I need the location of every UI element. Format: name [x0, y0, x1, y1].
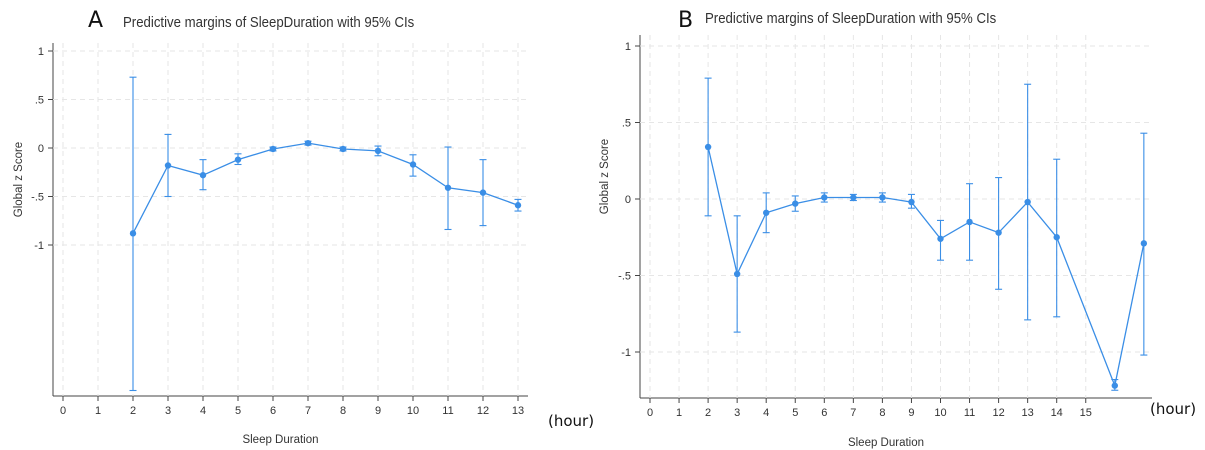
data-point	[1053, 234, 1060, 241]
x-tick-label: 9	[908, 407, 914, 419]
x-tick-label: 13	[512, 405, 524, 417]
x-tick-label: 8	[340, 405, 346, 417]
x-tick-label: 0	[60, 405, 66, 417]
x-tick-label: 5	[235, 405, 241, 417]
data-point	[479, 189, 487, 196]
data-point	[850, 194, 857, 201]
x-tick-label: 1	[676, 407, 682, 419]
chart-panel-a: A Predictive margins of SleepDuration wi…	[0, 0, 600, 450]
y-axis-title: Global z Score	[599, 139, 611, 214]
x-tick-label: 5	[792, 407, 798, 419]
data-point	[908, 198, 915, 206]
data-point	[821, 194, 828, 201]
series-line	[707, 146, 1145, 388]
y-tick-label: .5	[35, 95, 44, 107]
y-tick-label: -.5	[618, 271, 631, 283]
x-tick-label: 11	[964, 407, 975, 419]
x-tick-label: 3	[165, 405, 171, 417]
x-tick-label: 0	[647, 407, 653, 419]
y-tick-label: -.5	[31, 192, 44, 204]
data-point	[374, 147, 382, 155]
x-tick-label: 10	[934, 407, 946, 419]
chart-title: Predictive margins of SleepDuration with…	[123, 14, 415, 31]
y-tick-label: 1	[38, 46, 44, 58]
x-tick-label: 6	[270, 405, 276, 417]
x-tick-label: 4	[763, 407, 769, 419]
data-point	[1024, 198, 1031, 206]
y-tick-label: -1	[621, 347, 631, 359]
data-point	[409, 161, 417, 168]
x-tick-label: 2	[705, 407, 711, 419]
data-point	[164, 162, 172, 169]
data-point	[269, 145, 277, 153]
x-tick-label: 7	[305, 405, 311, 417]
data-point	[704, 143, 712, 151]
chart-panel-b: B Predictive margins of SleepDuration wi…	[599, 0, 1205, 450]
data-point	[234, 156, 242, 163]
data-point	[966, 218, 973, 226]
panel-label: A	[88, 8, 104, 33]
y-tick-label: 0	[625, 194, 631, 206]
x-tick-label: 7	[850, 407, 856, 419]
x-tick-label: 10	[407, 405, 419, 417]
data-point	[763, 209, 770, 216]
x-axis-unit-label: (hour)	[548, 412, 595, 430]
data-point	[304, 139, 312, 147]
y-tick-label: -1	[34, 240, 44, 252]
panel-label: B	[678, 8, 694, 33]
x-tick-label: 1	[95, 405, 101, 417]
data-point	[514, 202, 522, 209]
data-point	[937, 235, 944, 242]
chart-title: Predictive margins of SleepDuration with…	[705, 10, 997, 27]
x-tick-label: 12	[477, 405, 489, 417]
y-tick-label: 0	[38, 143, 44, 155]
x-tick-label: 6	[821, 407, 827, 419]
x-tick-label: 4	[200, 405, 206, 417]
data-point	[444, 184, 452, 191]
data-point	[1111, 382, 1118, 389]
x-tick-label: 11	[442, 405, 453, 417]
data-point	[879, 194, 886, 201]
y-tick-label: .5	[622, 118, 631, 130]
x-tick-label: 9	[375, 405, 381, 417]
x-axis-title: Sleep Duration	[848, 437, 924, 449]
x-tick-label: 14	[1051, 407, 1063, 419]
x-tick-label: 2	[130, 405, 136, 417]
x-axis-title: Sleep Duration	[242, 434, 318, 446]
x-axis-unit-label: (hour)	[1150, 400, 1197, 418]
x-tick-label: 15	[1080, 407, 1092, 419]
data-point	[1140, 240, 1148, 247]
data-point	[733, 270, 741, 278]
data-point	[339, 145, 347, 153]
data-point	[129, 230, 137, 237]
x-tick-label: 12	[992, 407, 1004, 419]
y-tick-label: 1	[625, 41, 631, 53]
y-axis-title: Global z Score	[13, 142, 25, 217]
data-point	[995, 229, 1002, 236]
x-tick-label: 13	[1022, 407, 1034, 419]
x-tick-label: 8	[879, 407, 885, 419]
x-tick-label: 3	[734, 407, 740, 419]
data-point	[792, 200, 799, 207]
series-line	[132, 142, 519, 234]
data-point	[199, 171, 207, 179]
